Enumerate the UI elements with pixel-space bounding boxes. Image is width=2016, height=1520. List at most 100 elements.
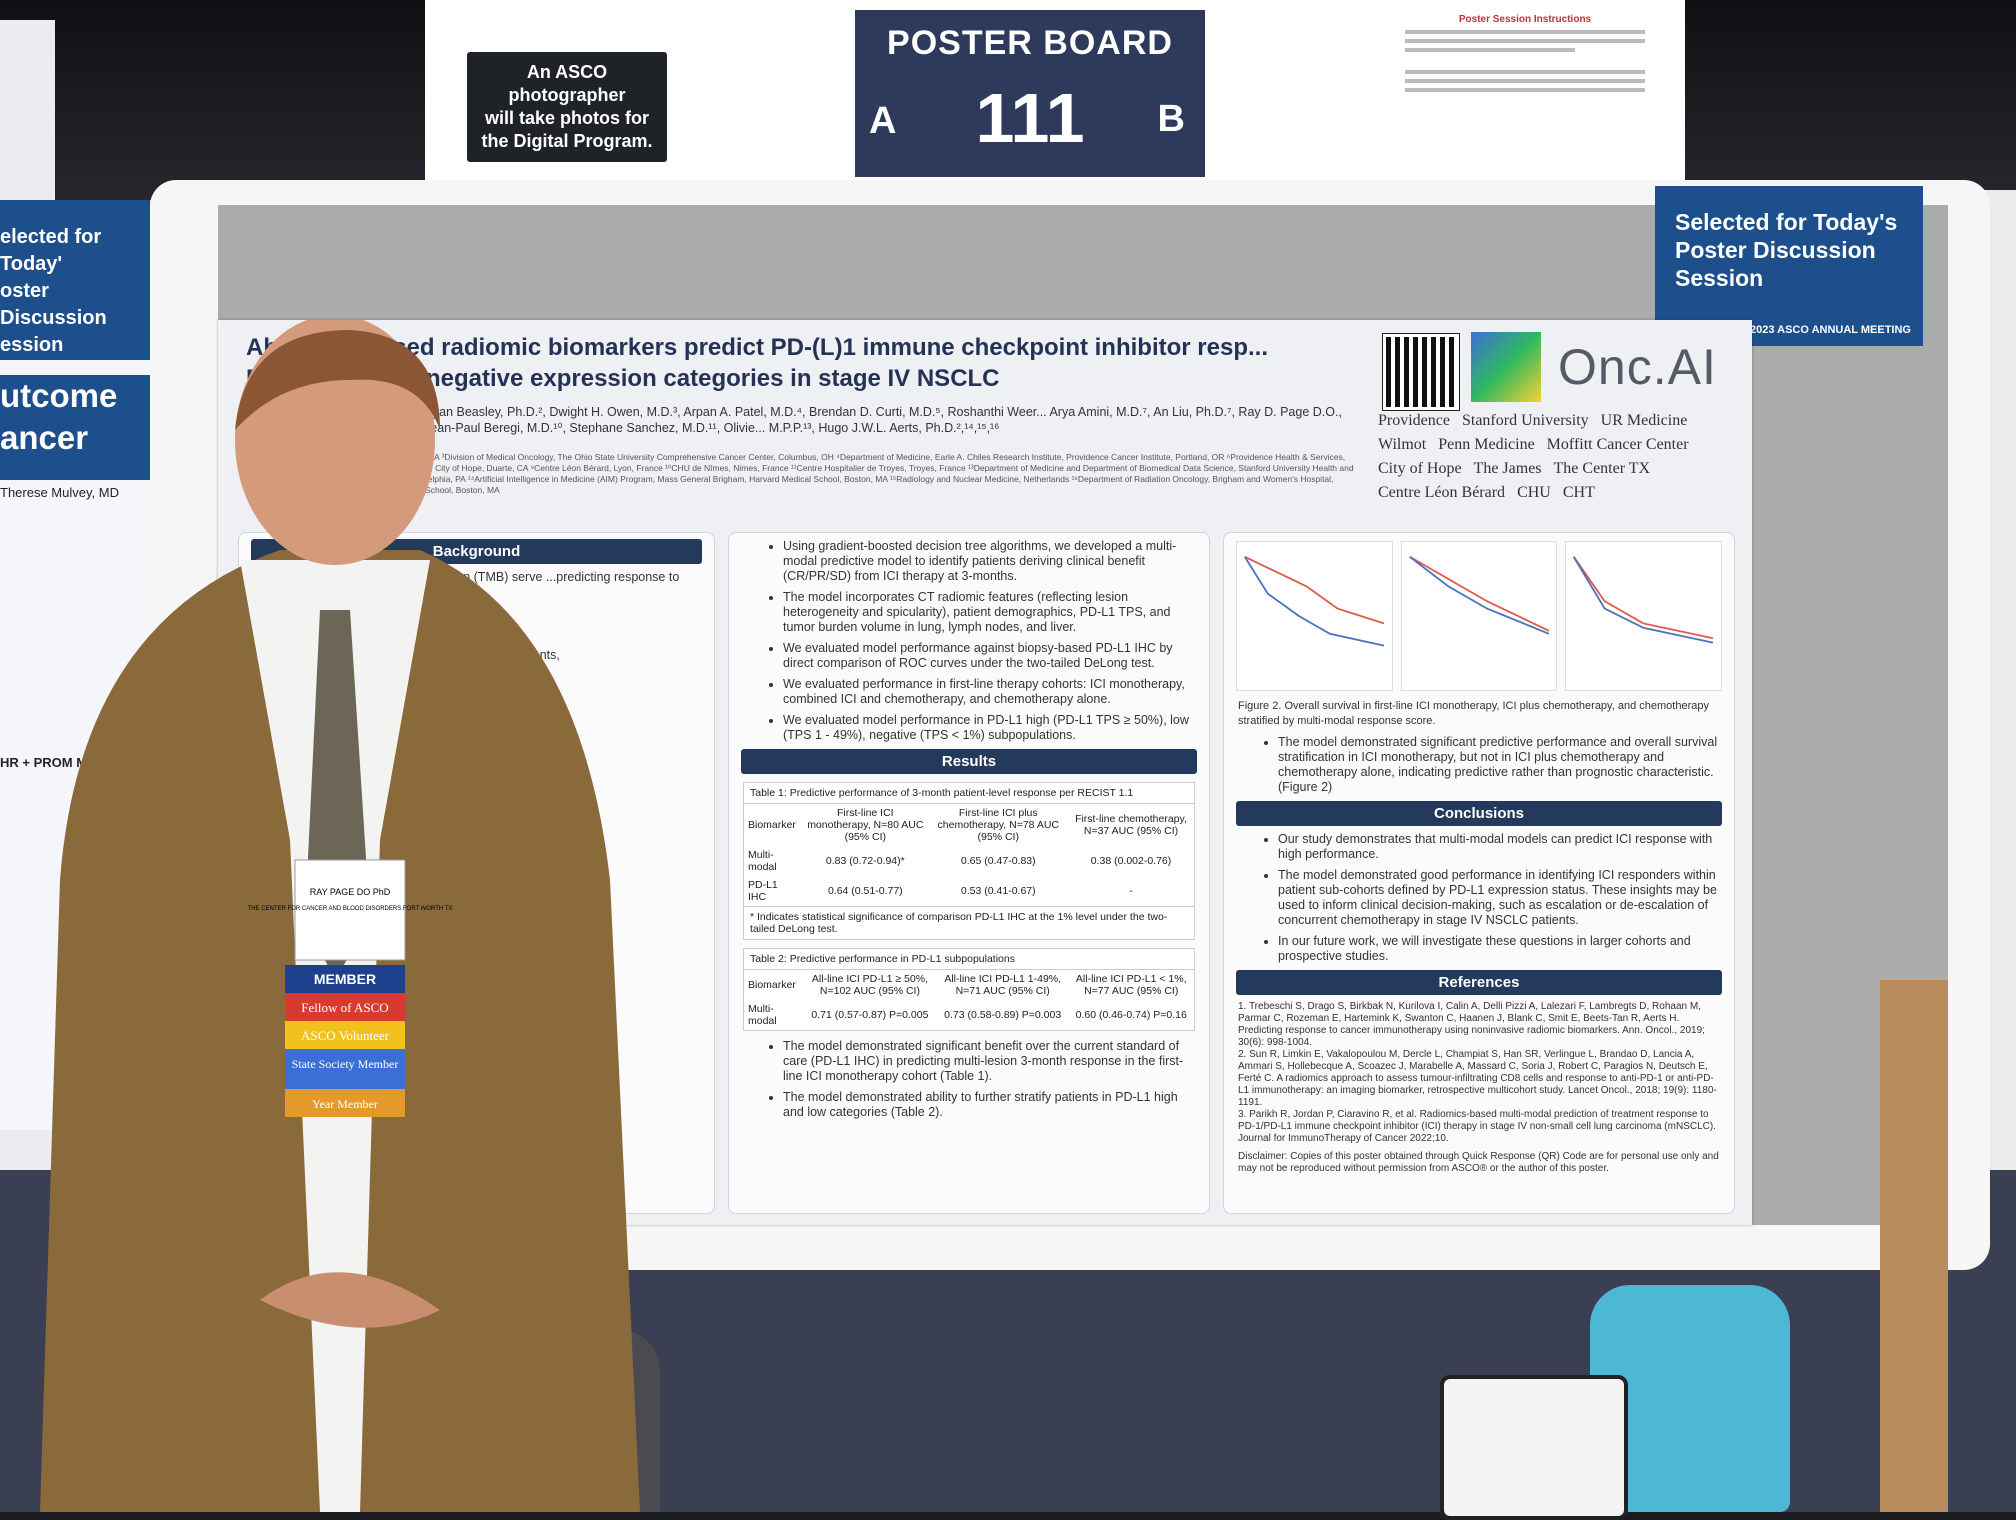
photographer-sign-line-3: the Digital Program. (481, 131, 653, 151)
methods-list: Using gradient-boosted decision tree alg… (743, 539, 1195, 743)
ribbon-member-label: MEMBER (314, 971, 376, 987)
km-panel-1 (1236, 541, 1393, 691)
table-row: Multi-modal 0.83 (0.72-0.94)* 0.65 (0.47… (744, 846, 1194, 876)
km-panel-2 (1400, 541, 1558, 691)
instructions-text-line (1405, 48, 1575, 52)
presenter-person: RAY PAGE DO PhD THE CENTER FOR CANCER AN… (40, 320, 640, 1512)
ribbon-fellow (285, 993, 405, 1021)
reference-item: 1. Trebeschi S, Drago S, Birkbak N, Kuri… (1238, 1001, 1705, 1048)
table-cell: 0.73 (0.58-0.89) P=0.003 (944, 1009, 1062, 1021)
instructions-text-line (1405, 30, 1645, 34)
badge-name: RAY PAGE DO PhD (310, 887, 391, 897)
ribbon-member (285, 965, 405, 993)
disclaimer: Disclaimer: Copies of this poster obtain… (1238, 1151, 1719, 1174)
ribbon-year-member (285, 1089, 405, 1117)
selected-sign-line-2: Poster Discussion (1675, 237, 1876, 263)
poster-column-methods-results: Using gradient-boosted decision tree alg… (728, 532, 1210, 1214)
km-curve-low (1573, 556, 1714, 644)
partner-logo: CHT (1562, 484, 1595, 501)
figure-item: The model demonstrated significant predi… (1278, 735, 1720, 795)
results-item: The model demonstrated ability to furthe… (783, 1090, 1195, 1120)
table-cell: - (1129, 885, 1133, 897)
neighbor-title-line-1: utcome (0, 377, 118, 414)
results-table-1: Table 1: Predictive performance of 3-mon… (743, 782, 1195, 940)
poster-column-conclusions: Figure 2. Overall survival in first-line… (1223, 532, 1735, 1214)
km-curve-low (1243, 556, 1385, 647)
poster-board-sign: POSTER BOARD 111 A B (855, 10, 1205, 177)
figure-list: The model demonstrated significant predi… (1238, 735, 1720, 795)
methods-item: We evaluated performance in first-line t… (783, 677, 1195, 707)
partner-logo: Moffitt Cancer Center (1546, 436, 1689, 453)
photographer-sign-line-1: An ASCO photographer (508, 62, 626, 105)
neighbor-poster-selected-band: elected for Today' oster Discussion essi… (0, 200, 150, 360)
partner-logo: Providence (1378, 412, 1450, 429)
table-header-cell: All-line ICI PD-L1 < 1%, N=77 AUC (95% C… (1075, 973, 1187, 997)
table-header-row: Biomarker All-line ICI PD-L1 ≥ 50%, N=10… (744, 970, 1194, 1000)
table-cell: Multi-modal (748, 1003, 777, 1027)
partner-logo: City of Hope (1378, 460, 1462, 477)
table-header-cell: First-line chemotherapy, N=37 AUC (95% C… (1075, 813, 1187, 837)
km-curve-low (1408, 556, 1549, 635)
neighbor-band-line-3: ession (0, 334, 64, 356)
methods-item: Using gradient-boosted decision tree alg… (783, 539, 1195, 584)
table-cell: Multi-modal (748, 849, 777, 873)
references-heading: References (1236, 970, 1722, 995)
table-cell: 0.83 (0.72-0.94)* (825, 855, 905, 867)
table-cell: 0.71 (0.57-0.87) P=0.005 (811, 1009, 929, 1021)
onc-ai-logo-icon (1471, 332, 1541, 402)
neighbor-band-line-1: elected for Today' (0, 226, 102, 275)
reference-item: 2. Sun R, Limkin E, Vakalopoulou M, Derc… (1238, 1049, 1717, 1108)
neighbor-band-line-2: oster Discussion (0, 280, 107, 329)
table-row: Multi-modal 0.71 (0.57-0.87) P=0.005 0.7… (744, 1000, 1194, 1030)
partner-logo: Centre Léon Bérard (1378, 484, 1506, 501)
neighbor-poster-title: utcome ancer (0, 375, 150, 480)
onc-ai-logo-text: Onc.AI (1558, 339, 1717, 395)
reference-item: 3. Parikh R, Jordan P, Ciaravino R, et a… (1238, 1109, 1716, 1144)
conclusions-item: In our future work, we will investigate … (1278, 934, 1720, 964)
photographer-sign: An ASCO photographer will take photos fo… (467, 52, 667, 162)
conclusions-item: The model demonstrated good performance … (1278, 868, 1720, 928)
table-1-caption: Table 1: Predictive performance of 3-mon… (744, 783, 1194, 804)
results-list: The model demonstrated significant benef… (743, 1039, 1195, 1120)
partner-logo: UR Medicine (1600, 412, 1688, 429)
hair (235, 330, 440, 430)
figure-caption: Figure 2. Overall survival in first-line… (1238, 700, 1709, 727)
table-1-note: * Indicates statistical significance of … (744, 906, 1194, 939)
partner-logo: CHU (1517, 484, 1551, 501)
instructions-text-line (1405, 88, 1645, 92)
ribbon-year-member-label: Year Member (312, 1097, 378, 1111)
badge-org: THE CENTER FOR CANCER AND BLOOD DISORDER… (248, 906, 453, 912)
partner-logo: Wilmot (1378, 436, 1427, 453)
selected-discussion-sign: Selected for Today's Poster Discussion S… (1655, 186, 1923, 346)
selected-sign-line-3: Session (1675, 265, 1764, 291)
instructions-title: Poster Session Instructions (1458, 14, 1592, 25)
table-header-row: Biomarker First-line ICI monotherapy, N=… (744, 804, 1194, 846)
instructions-text-line (1405, 79, 1645, 83)
ribbon-volunteer (285, 1021, 405, 1049)
qr-code-icon[interactable] (1382, 333, 1460, 411)
table-cell: 0.60 (0.46-0.74) P=0.16 (1075, 1009, 1187, 1021)
poster-authors: ...Ph.D.², Chiharu Sako, Ph.D.², Ryan Be… (246, 405, 1342, 435)
table-header-cell: All-line ICI PD-L1 1-49%, N=71 AUC (95% … (944, 973, 1062, 997)
table-cell: 0.53 (0.41-0.67) (960, 885, 1036, 897)
table-cell: PD-L1 IHC (748, 879, 778, 903)
instructions-text-line (1405, 39, 1645, 43)
poster-board-side-b: B (1157, 98, 1185, 140)
poster-board-side-a: A (869, 100, 897, 142)
poster-session-instructions: Poster Session Instructions (1395, 14, 1655, 154)
km-curve-high (1408, 556, 1550, 632)
neighbor-poster-author: Therese Mulvey, MD (0, 485, 119, 500)
name-badge (294, 859, 406, 961)
poster-tube (1880, 980, 1948, 1512)
methods-item: We evaluated model performance against b… (783, 641, 1195, 671)
table-header-cell: All-line ICI PD-L1 ≥ 50%, N=102 AUC (95%… (811, 973, 928, 997)
poster-board-number: 111 (975, 79, 1085, 157)
table-header-cell: First-line ICI plus chemotherapy, N=78 A… (937, 807, 1060, 843)
methods-item: We evaluated model performance in PD-L1 … (783, 713, 1195, 743)
partner-logo: Penn Medicine (1438, 436, 1535, 453)
hands (260, 1272, 440, 1328)
methods-item: The model incorporates CT radiomic featu… (783, 590, 1195, 635)
references-list: 1. Trebeschi S, Drago S, Birkbak N, Kuri… (1238, 1001, 1720, 1175)
asco-annual-meeting-logo: 2023 ASCO ANNUAL MEETING (1750, 324, 1911, 336)
conclusions-list: Our study demonstrates that multi-modal … (1238, 832, 1720, 964)
